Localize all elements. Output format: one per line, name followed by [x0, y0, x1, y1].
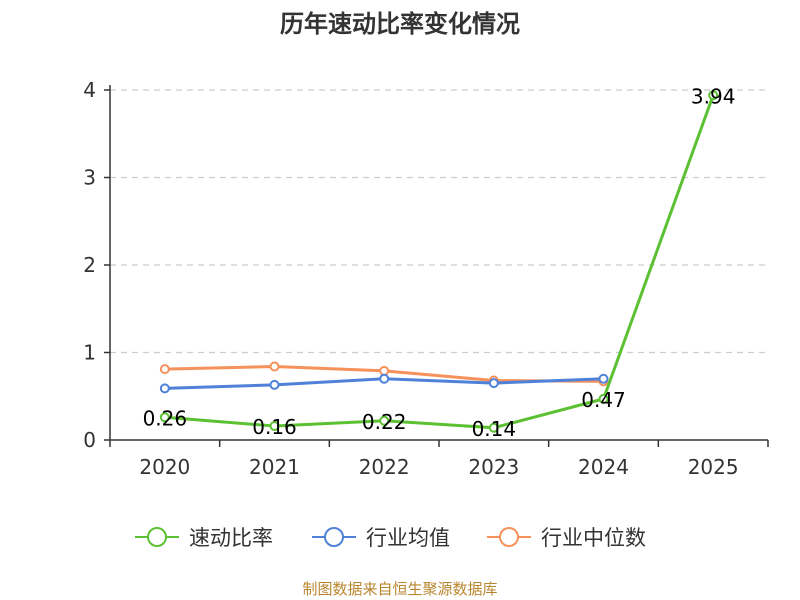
x-tick-label: 2021	[249, 455, 300, 479]
legend-label: 速动比率	[189, 526, 273, 550]
legend-label: 行业中位数	[541, 526, 646, 550]
data-label: 0.22	[362, 410, 407, 434]
legend-swatch-marker	[324, 527, 344, 547]
x-tick-label: 2023	[468, 455, 519, 479]
x-tick-label: 2022	[359, 455, 410, 479]
data-label: 3.94	[691, 84, 736, 108]
series-line	[164, 94, 715, 430]
legend: 速动比率 行业均值 行业中位数	[135, 526, 646, 550]
data-point	[159, 383, 170, 394]
data-label: 0.47	[581, 388, 626, 412]
grid-lines	[110, 89, 768, 354]
data-point	[379, 365, 390, 376]
data-point	[159, 412, 170, 423]
legend-swatch-marker	[147, 527, 167, 547]
chart-title: 历年速动比率变化情况	[280, 10, 520, 38]
data-point	[708, 90, 719, 101]
x-tick-label: 2020	[139, 455, 190, 479]
data-point	[269, 421, 280, 431]
x-tick-label: 2025	[688, 455, 739, 479]
y-tick-label: 4	[83, 78, 96, 102]
legend-label: 行业均值	[366, 526, 450, 550]
data-source-note: 制图数据来自恒生聚源数据库	[302, 580, 498, 598]
y-tick-label: 0	[83, 428, 96, 452]
data-label: 0.16	[252, 415, 297, 439]
data-point	[379, 415, 390, 426]
y-tick-label: 2	[83, 253, 96, 277]
series-lines	[159, 90, 719, 433]
y-tick-label: 1	[83, 341, 96, 365]
data-point	[269, 361, 280, 372]
data-point	[488, 378, 499, 389]
data-labels: 0.26 0.16 0.22 0.14 0.47 3.94	[143, 84, 736, 441]
axes: 0 1 2 3 4 2020 2021 2022 2023 2024 2025	[83, 78, 769, 479]
data-label: 0.14	[472, 417, 517, 441]
data-label: 0.26	[143, 406, 188, 430]
data-point	[269, 379, 280, 390]
data-point	[379, 373, 390, 384]
y-tick-label: 3	[83, 166, 96, 190]
data-point	[488, 422, 499, 433]
x-tick-label: 2024	[578, 455, 629, 479]
legend-swatch-marker	[499, 527, 519, 547]
data-point	[598, 373, 609, 384]
data-point	[159, 364, 170, 375]
data-point	[598, 393, 609, 404]
